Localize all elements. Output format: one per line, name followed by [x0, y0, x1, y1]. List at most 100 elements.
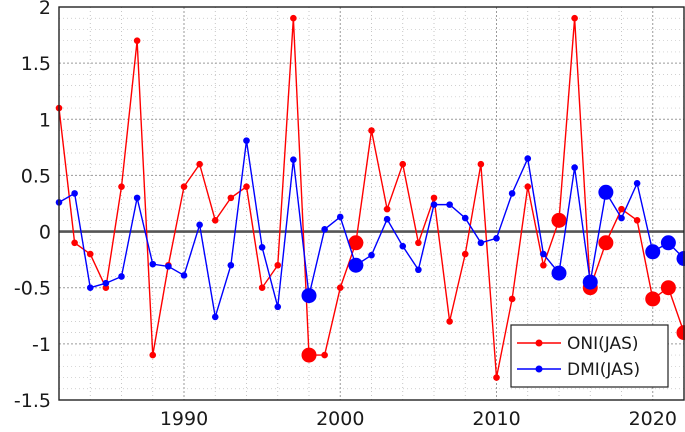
data-point-oni-jas: [368, 127, 375, 134]
data-point-oni-jas: [180, 183, 188, 190]
data-point-dmi-jas: [493, 235, 500, 242]
data-point-dmi-jas: [321, 226, 328, 233]
data-point-oni-jas: [676, 325, 685, 341]
legend-label-oni: ONI(JAS): [567, 334, 639, 354]
legend-box: [510, 324, 669, 388]
data-point-oni-jas: [71, 239, 78, 247]
data-point-oni-jas: [571, 14, 578, 22]
data-point-oni-jas: [149, 351, 157, 359]
legend-label-dmi: DMI(JAS): [567, 360, 640, 380]
data-point-oni-jas: [133, 37, 141, 44]
x-tick-label: 2010: [472, 408, 520, 430]
data-point-oni-jas: [524, 183, 532, 190]
data-point-oni-jas: [290, 14, 297, 22]
data-point-oni-jas: [321, 351, 328, 359]
data-point-dmi-jas: [446, 201, 453, 208]
data-point-dmi-jas: [676, 251, 685, 267]
data-point-dmi-jas: [645, 244, 661, 260]
data-point-dmi-jas: [461, 214, 469, 222]
x-tick-label: 2000: [316, 408, 364, 430]
data-point-oni-jas: [274, 261, 282, 269]
data-point-oni-jas: [118, 183, 125, 190]
data-point-dmi-jas: [598, 184, 614, 200]
y-axis: 2 1.5 1 0.5 0 -0.5 -1 -1.5: [14, 0, 51, 412]
data-point-dmi-jas: [551, 265, 567, 281]
data-point-dmi-jas: [118, 273, 125, 280]
data-point-oni-jas: [633, 217, 641, 224]
data-point-dmi-jas: [243, 137, 250, 144]
data-point-oni-jas: [211, 217, 219, 224]
y-tick-label: -1.5: [14, 390, 51, 412]
plot-frame: [58, 6, 685, 401]
data-point-dmi-jas: [508, 190, 516, 197]
data-point-oni-jas: [301, 347, 317, 363]
data-point-oni-jas: [660, 280, 676, 296]
data-point-oni-jas: [196, 160, 203, 168]
legend-marker-oni: [535, 339, 543, 347]
data-point-dmi-jas: [133, 194, 141, 202]
data-point-dmi-jas: [524, 155, 532, 162]
data-point-oni-jas: [430, 194, 438, 202]
data-point-oni-jas: [618, 205, 625, 213]
data-point-dmi-jas: [165, 263, 172, 270]
data-point-dmi-jas: [227, 261, 235, 269]
data-point-oni-jas: [227, 194, 235, 202]
data-point-oni-jas: [461, 250, 469, 258]
data-point-oni-jas: [258, 284, 266, 292]
data-point-oni-jas: [336, 284, 344, 292]
data-point-dmi-jas: [430, 201, 438, 208]
data-point-dmi-jas: [399, 242, 407, 250]
data-point-dmi-jas: [348, 257, 364, 273]
y-tick-label: 0.5: [21, 165, 51, 187]
x-tick-label: 2020: [629, 408, 677, 430]
data-point-dmi-jas: [149, 260, 157, 268]
data-point-dmi-jas: [660, 235, 676, 251]
y-tick-label: 0: [39, 222, 51, 244]
data-point-dmi-jas: [301, 288, 317, 304]
data-point-dmi-jas: [274, 303, 282, 311]
data-point-oni-jas: [540, 261, 547, 269]
data-point-dmi-jas: [258, 243, 266, 251]
data-point-dmi-jas: [618, 214, 625, 222]
data-point-oni-jas: [348, 235, 364, 251]
data-point-dmi-jas: [633, 179, 641, 187]
series-layer: [55, 14, 685, 381]
data-point-oni-jas: [493, 374, 500, 381]
data-point-oni-jas: [477, 160, 485, 168]
data-point-dmi-jas: [368, 251, 375, 259]
y-tick-label: 1.5: [21, 53, 51, 75]
data-point-oni-jas: [86, 250, 94, 258]
data-point-dmi-jas: [102, 279, 110, 287]
y-tick-label: -0.5: [14, 278, 51, 300]
legend-marker-dmi: [535, 365, 543, 373]
data-point-dmi-jas: [582, 274, 598, 290]
y-tick-label: 2: [39, 0, 51, 19]
data-point-oni-jas: [446, 318, 453, 325]
y-tick-label: -1: [32, 334, 51, 356]
data-point-dmi-jas: [211, 313, 219, 321]
data-point-dmi-jas: [86, 284, 94, 292]
x-tick-label: 1990: [160, 408, 208, 430]
data-point-dmi-jas: [336, 213, 344, 221]
data-point-dmi-jas: [290, 156, 297, 164]
data-point-oni-jas: [399, 160, 407, 168]
data-point-dmi-jas: [571, 164, 578, 171]
legend: ONI(JAS) DMI(JAS): [510, 324, 669, 388]
data-point-dmi-jas: [415, 266, 422, 274]
data-point-dmi-jas: [196, 221, 203, 229]
x-axis: 1990 2000 2010 2020: [160, 408, 677, 430]
data-point-oni-jas: [508, 295, 516, 303]
data-point-oni-jas: [415, 239, 422, 247]
data-point-oni-jas: [243, 183, 250, 190]
y-tick-label: 1: [39, 109, 51, 131]
data-point-oni-jas: [383, 205, 391, 213]
data-point-dmi-jas: [383, 215, 391, 223]
data-point-dmi-jas: [477, 239, 485, 247]
data-point-dmi-jas: [540, 250, 547, 258]
data-point-oni-jas: [551, 212, 567, 228]
data-point-oni-jas: [598, 235, 614, 251]
data-point-dmi-jas: [180, 272, 188, 279]
data-point-oni-jas: [645, 291, 661, 307]
data-point-dmi-jas: [71, 190, 78, 197]
